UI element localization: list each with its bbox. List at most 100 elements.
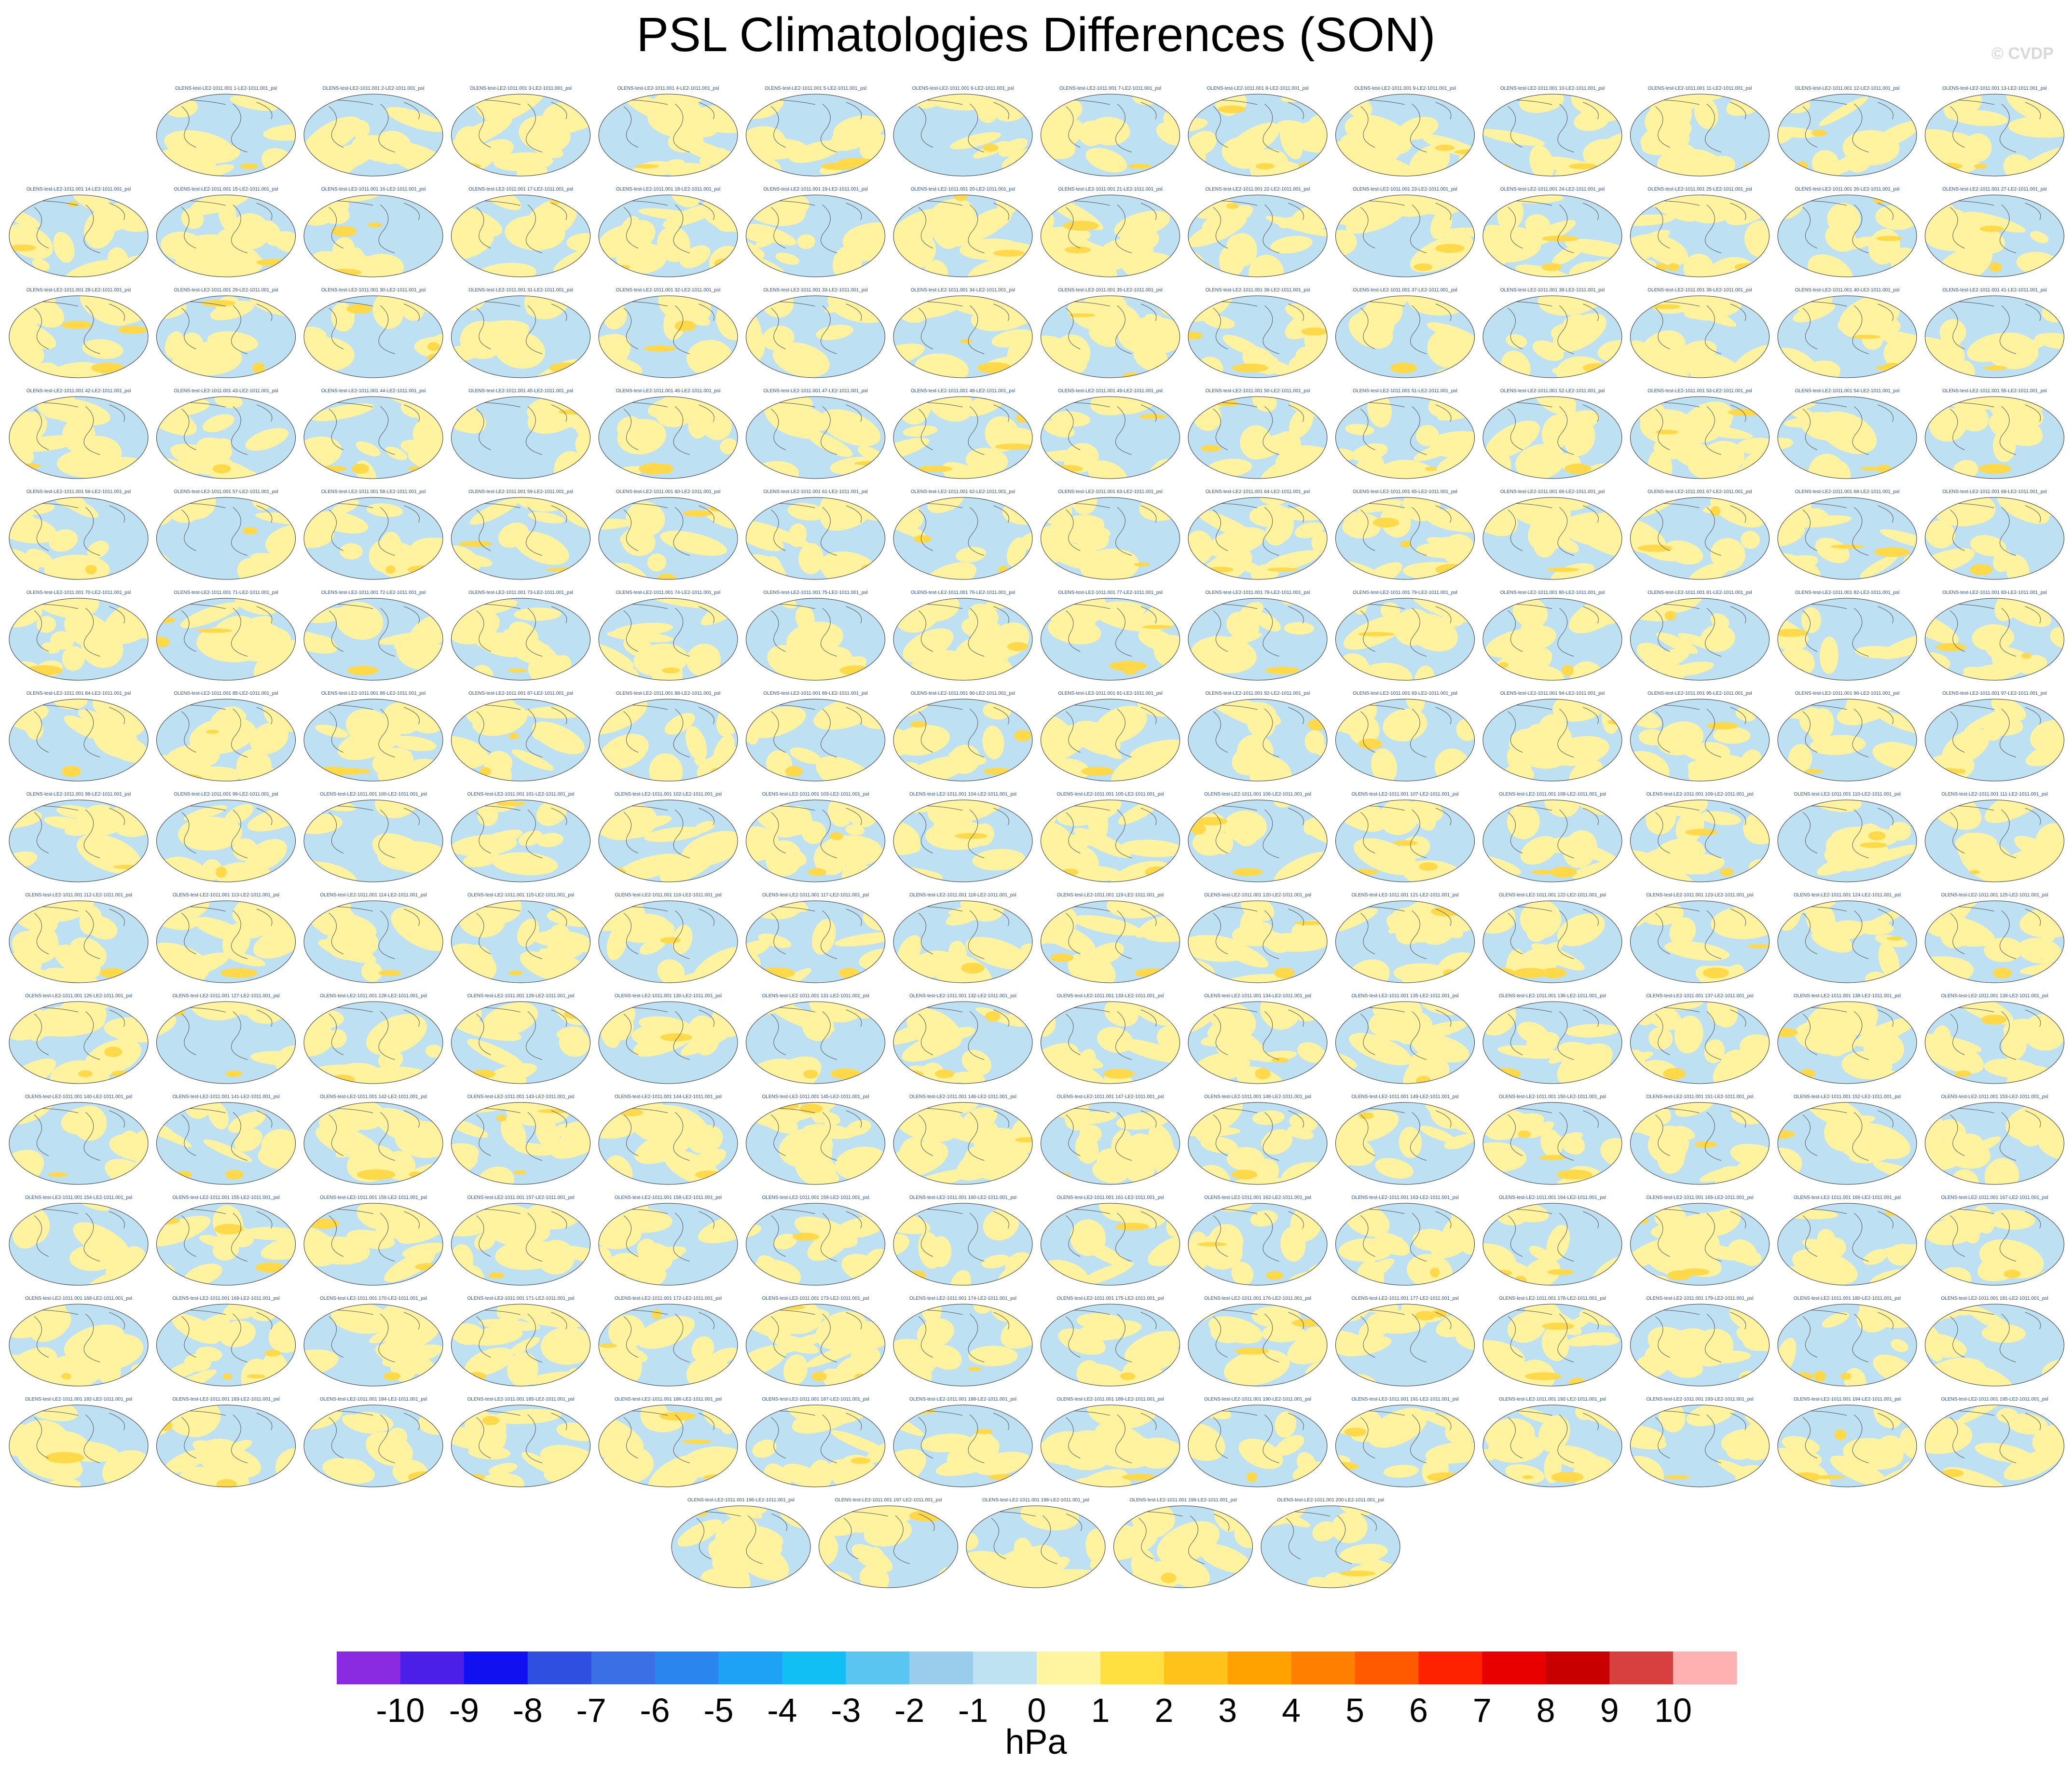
map-panel: OLENS-test-LE2-1011.001 65-LE2-1011.001_… [1335, 489, 1475, 580]
panel-label: OLENS-test-LE2-1011.001 166-LE2-1011.001… [1794, 1195, 1901, 1200]
map-panel: OLENS-test-LE2-1011.001 132-LE2-1011.001… [893, 993, 1033, 1084]
panel-label: OLENS-test-LE2-1011.001 66-LE2-1011.001_… [1500, 489, 1605, 495]
panel-label: OLENS-test-LE2-1011.001 51-LE2-1011.001_… [1353, 388, 1457, 394]
panel-label: OLENS-test-LE2-1011.001 196-LE2-1011.001… [687, 1498, 795, 1503]
colorbar-units: hPa [1005, 1723, 1067, 1761]
panel-label: OLENS-test-LE2-1011.001 22-LE2-1011.001_… [1206, 187, 1310, 192]
panel-label: OLENS-test-LE2-1011.001 109-LE2-1011.001… [1647, 792, 1754, 797]
map-panel: OLENS-test-LE2-1011.001 162-LE2-1011.001… [1188, 1195, 1328, 1286]
panel-label: OLENS-test-LE2-1011.001 81-LE2-1011.001_… [1647, 590, 1752, 595]
map-panel: OLENS-test-LE2-1011.001 48-LE2-1011.001_… [893, 388, 1033, 479]
map-panel: OLENS-test-LE2-1011.001 44-LE2-1011.001_… [303, 388, 443, 479]
map-panel: OLENS-test-LE2-1011.001 109-LE2-1011.001… [1630, 792, 1770, 882]
panel-label: OLENS-test-LE2-1011.001 8-LE2-1011.001_p… [1207, 86, 1309, 91]
map-panel: OLENS-test-LE2-1011.001 180-LE2-1011.001… [1777, 1296, 1917, 1387]
map-panel: OLENS-test-LE2-1011.001 134-LE2-1011.001… [1188, 993, 1328, 1084]
panel-label: OLENS-test-LE2-1011.001 184-LE2-1011.001… [320, 1397, 427, 1402]
panel-label: OLENS-test-LE2-1011.001 164-LE2-1011.001… [1499, 1195, 1606, 1200]
panel-label: OLENS-test-LE2-1011.001 60-LE2-1011.001_… [616, 489, 720, 495]
map-panel: OLENS-test-LE2-1011.001 145-LE2-1011.001… [746, 1094, 885, 1185]
map-panel: OLENS-test-LE2-1011.001 172-LE2-1011.001… [598, 1296, 738, 1387]
panel-label: OLENS-test-LE2-1011.001 54-LE2-1011.001_… [1795, 388, 1899, 394]
panel-label: OLENS-test-LE2-1011.001 107-LE2-1011.001… [1352, 792, 1459, 797]
map-panel: OLENS-test-LE2-1011.001 196-LE2-1011.001… [671, 1498, 811, 1588]
panel-label: OLENS-test-LE2-1011.001 187-LE2-1011.001… [762, 1397, 869, 1402]
map-panel: OLENS-test-LE2-1011.001 198-LE2-1011.001… [966, 1498, 1106, 1588]
map-panel: OLENS-test-LE2-1011.001 96-LE2-1011.001_… [1777, 691, 1917, 782]
map-panel: OLENS-test-LE2-1011.001 8-LE2-1011.001_p… [1188, 86, 1328, 177]
map-panel: OLENS-test-LE2-1011.001 90-LE2-1011.001_… [893, 691, 1033, 782]
panel-label: OLENS-test-LE2-1011.001 200-LE2-1011.001… [1277, 1498, 1384, 1503]
map-panel: OLENS-test-LE2-1011.001 23-LE2-1011.001_… [1335, 187, 1475, 277]
map-panel: OLENS-test-LE2-1011.001 35-LE2-1011.001_… [1041, 288, 1180, 378]
panel-label: OLENS-test-LE2-1011.001 88-LE2-1011.001_… [616, 691, 720, 696]
panel-label: OLENS-test-LE2-1011.001 29-LE2-1011.001_… [174, 288, 278, 293]
panel-label: OLENS-test-LE2-1011.001 100-LE2-1011.001… [320, 792, 427, 797]
panel-label: OLENS-test-LE2-1011.001 199-LE2-1011.001… [1130, 1498, 1237, 1503]
map-panel: OLENS-test-LE2-1011.001 57-LE2-1011.001_… [156, 489, 296, 580]
panel-label: OLENS-test-LE2-1011.001 148-LE2-1011.001… [1204, 1094, 1311, 1100]
panel-label: OLENS-test-LE2-1011.001 135-LE2-1011.001… [1352, 993, 1459, 999]
map-panel: OLENS-test-LE2-1011.001 190-LE2-1011.001… [1188, 1397, 1328, 1487]
panel-label: OLENS-test-LE2-1011.001 3-LE2-1011.001_p… [470, 86, 572, 91]
panel-label: OLENS-test-LE2-1011.001 111-LE2-1011.001… [1941, 792, 2048, 797]
panel-label: OLENS-test-LE2-1011.001 124-LE2-1011.001… [1794, 893, 1901, 898]
panel-label: OLENS-test-LE2-1011.001 186-LE2-1011.001… [615, 1397, 722, 1402]
panel-label: OLENS-test-LE2-1011.001 17-LE2-1011.001_… [468, 187, 573, 192]
panel-label: OLENS-test-LE2-1011.001 53-LE2-1011.001_… [1647, 388, 1752, 394]
map-panel: OLENS-test-LE2-1011.001 99-LE2-1011.001_… [156, 792, 296, 882]
map-panel: OLENS-test-LE2-1011.001 59-LE2-1011.001_… [451, 489, 590, 580]
panel-label: OLENS-test-LE2-1011.001 162-LE2-1011.001… [1204, 1195, 1311, 1200]
map-panel: OLENS-test-LE2-1011.001 186-LE2-1011.001… [598, 1397, 738, 1487]
panel-label: OLENS-test-LE2-1011.001 176-LE2-1011.001… [1204, 1296, 1311, 1301]
map-panel: OLENS-test-LE2-1011.001 155-LE2-1011.001… [156, 1195, 296, 1286]
map-panel: OLENS-test-LE2-1011.001 143-LE2-1011.001… [451, 1094, 590, 1185]
panel-label: OLENS-test-LE2-1011.001 46-LE2-1011.001_… [616, 388, 720, 394]
panel-label: OLENS-test-LE2-1011.001 37-LE2-1011.001_… [1353, 288, 1457, 293]
panel-label: OLENS-test-LE2-1011.001 33-LE2-1011.001_… [763, 288, 867, 293]
map-panel: OLENS-test-LE2-1011.001 130-LE2-1011.001… [598, 993, 738, 1084]
map-panel: OLENS-test-LE2-1011.001 183-LE2-1011.001… [156, 1397, 296, 1487]
map-panel: OLENS-test-LE2-1011.001 30-LE2-1011.001_… [303, 288, 443, 378]
map-panel: OLENS-test-LE2-1011.001 15-LE2-1011.001_… [156, 187, 296, 277]
panel-label: OLENS-test-LE2-1011.001 35-LE2-1011.001_… [1058, 288, 1162, 293]
map-panel: OLENS-test-LE2-1011.001 140-LE2-1011.001… [9, 1094, 149, 1185]
map-panel: OLENS-test-LE2-1011.001 89-LE2-1011.001_… [746, 691, 885, 782]
map-panel: OLENS-test-LE2-1011.001 72-LE2-1011.001_… [303, 590, 443, 681]
map-panel: OLENS-test-LE2-1011.001 3-LE2-1011.001_p… [451, 86, 590, 177]
panel-label: OLENS-test-LE2-1011.001 50-LE2-1011.001_… [1206, 388, 1310, 394]
panel-label: OLENS-test-LE2-1011.001 84-LE2-1011.001_… [27, 691, 131, 696]
panel-label: OLENS-test-LE2-1011.001 167-LE2-1011.001… [1941, 1195, 2048, 1200]
map-panel: OLENS-test-LE2-1011.001 21-LE2-1011.001_… [1041, 187, 1180, 277]
map-panel: OLENS-test-LE2-1011.001 17-LE2-1011.001_… [451, 187, 590, 277]
panel-label: OLENS-test-LE2-1011.001 28-LE2-1011.001_… [27, 288, 131, 293]
map-panel: OLENS-test-LE2-1011.001 152-LE2-1011.001… [1777, 1094, 1917, 1185]
map-panel: OLENS-test-LE2-1011.001 148-LE2-1011.001… [1188, 1094, 1328, 1185]
map-panel: OLENS-test-LE2-1011.001 19-LE2-1011.001_… [746, 187, 885, 277]
panel-label: OLENS-test-LE2-1011.001 58-LE2-1011.001_… [321, 489, 425, 495]
panel-label: OLENS-test-LE2-1011.001 5-LE2-1011.001_p… [765, 86, 866, 91]
map-panel: OLENS-test-LE2-1011.001 92-LE2-1011.001_… [1188, 691, 1328, 782]
panel-label: OLENS-test-LE2-1011.001 62-LE2-1011.001_… [911, 489, 1015, 495]
map-panel: OLENS-test-LE2-1011.001 194-LE2-1011.001… [1777, 1397, 1917, 1487]
map-panel: OLENS-test-LE2-1011.001 94-LE2-1011.001_… [1482, 691, 1622, 782]
map-panel: OLENS-test-LE2-1011.001 164-LE2-1011.001… [1482, 1195, 1622, 1286]
panel-label: OLENS-test-LE2-1011.001 83-LE2-1011.001_… [1942, 590, 2046, 595]
panel-label: OLENS-test-LE2-1011.001 145-LE2-1011.001… [762, 1094, 869, 1100]
map-panel: OLENS-test-LE2-1011.001 127-LE2-1011.001… [156, 993, 296, 1084]
map-panel: OLENS-test-LE2-1011.001 193-LE2-1011.001… [1630, 1397, 1770, 1487]
panel-label: OLENS-test-LE2-1011.001 118-LE2-1011.001… [909, 893, 1016, 898]
map-panel: OLENS-test-LE2-1011.001 43-LE2-1011.001_… [156, 388, 296, 479]
panel-label: OLENS-test-LE2-1011.001 138-LE2-1011.001… [1794, 993, 1901, 999]
map-panel: OLENS-test-LE2-1011.001 177-LE2-1011.001… [1335, 1296, 1475, 1387]
panel-label: OLENS-test-LE2-1011.001 41-LE2-1011.001_… [1942, 288, 2046, 293]
map-panel: OLENS-test-LE2-1011.001 144-LE2-1011.001… [598, 1094, 738, 1185]
panel-label: OLENS-test-LE2-1011.001 63-LE2-1011.001_… [1058, 489, 1162, 495]
map-panel: OLENS-test-LE2-1011.001 39-LE2-1011.001_… [1630, 288, 1770, 378]
panel-label: OLENS-test-LE2-1011.001 175-LE2-1011.001… [1057, 1296, 1164, 1301]
panel-label: OLENS-test-LE2-1011.001 92-LE2-1011.001_… [1206, 691, 1310, 696]
panel-label: OLENS-test-LE2-1011.001 103-LE2-1011.001… [762, 792, 869, 797]
map-panel: OLENS-test-LE2-1011.001 165-LE2-1011.001… [1630, 1195, 1770, 1286]
map-panel: OLENS-test-LE2-1011.001 55-LE2-1011.001_… [1925, 388, 2064, 479]
map-panel: OLENS-test-LE2-1011.001 88-LE2-1011.001_… [598, 691, 738, 782]
